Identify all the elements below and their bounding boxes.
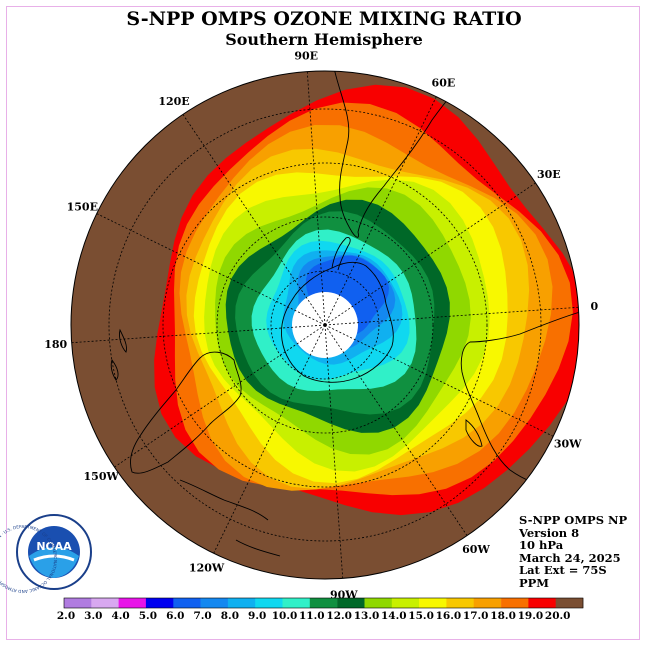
colorbar-swatch (419, 598, 447, 608)
product-version: Version 8 (519, 525, 580, 540)
colorbar-tick-label: 16.0 (436, 610, 462, 622)
colorbar-swatch (64, 598, 92, 608)
africa-coast (460, 311, 579, 489)
south-america-coast (333, 71, 471, 238)
observation-date: March 24, 2025 (519, 550, 621, 565)
colorbar-swatch (501, 598, 529, 608)
units-label: PPM (519, 575, 550, 590)
latitude-circle (162, 162, 488, 488)
noaa-logo-ring-text: NATIONAL OCEANIC AND ATMOSPHERIC ADMINIS… (0, 0, 58, 594)
colorbar-swatch (173, 598, 201, 608)
colorbar-tick-label: 4.0 (111, 610, 129, 622)
colorbar-swatch (255, 598, 283, 608)
colorbar-tick-label: 12.0 (326, 610, 352, 622)
colorbar-tick-label: 18.0 (490, 610, 516, 622)
longitude-label: 60W (462, 543, 490, 556)
colorbar-swatch (91, 598, 119, 608)
colorbar-swatch (200, 598, 229, 608)
longitude-label: 120E (158, 95, 189, 108)
colorbar-swatch (337, 598, 365, 608)
antarctic-peninsula-coast (331, 237, 351, 271)
colorbar-tick-label: 8.0 (221, 610, 239, 622)
colorbar-swatch (145, 598, 174, 608)
new-zealand-coast (110, 328, 127, 381)
colorbar-tick-label: 9.0 (248, 610, 266, 622)
map-title: S-NPP OMPS OZONE MIXING RATIO (126, 8, 522, 30)
colorbar-tick-label: 15.0 (408, 610, 434, 622)
colorbar-tick-label: 2.0 (57, 610, 75, 622)
colorbar-tick-label: 17.0 (463, 610, 489, 622)
colorbar-swatch (118, 598, 147, 608)
latitude-circle (270, 270, 380, 380)
plot-frame (6, 6, 640, 640)
colorbar-tick-label: 10.0 (272, 610, 298, 622)
colorbar-tick-label: 14.0 (381, 610, 407, 622)
colorbar-tick-label: 6.0 (166, 610, 184, 622)
madagascar-coast (465, 419, 483, 447)
longitude-label: 60E (432, 76, 456, 89)
latitude-circle (108, 108, 542, 542)
colorbar-swatch (555, 598, 584, 608)
longitude-label: 150W (84, 470, 120, 483)
latitude-extent: Lat Ext = 75S (519, 563, 607, 577)
longitude-label: 0 (590, 300, 598, 313)
map-boundary (70, 70, 580, 580)
colorbar-swatch (528, 598, 556, 608)
longitude-label: 30E (537, 168, 561, 181)
longitude-label: 90E (294, 50, 318, 63)
colorbar-swatch (282, 598, 311, 608)
colorbar-swatch (391, 598, 420, 608)
colorbar-outline (63, 597, 584, 609)
colorbar-tick-label: 20.0 (545, 610, 571, 622)
colorbar-tick-label: 3.0 (84, 610, 102, 622)
graticule (71, 71, 579, 579)
colorbar-swatch (227, 598, 256, 608)
colorbar-swatch (473, 598, 502, 608)
map-subtitle: Southern Hemisphere (225, 30, 423, 49)
longitude-label: 180 (44, 338, 67, 351)
australia-coast (129, 351, 242, 474)
colorbar-swatch (364, 598, 393, 608)
colorbar-swatch (446, 598, 474, 608)
southeast-asia-coast (179, 479, 281, 557)
colorbar-tick-label: 13.0 (354, 610, 380, 622)
colorbar-tick-label: 7.0 (193, 610, 211, 622)
colorbar-tick-label: 19.0 (518, 610, 544, 622)
longitude-label: 150E (67, 201, 98, 214)
colorbar-tick-label: 5.0 (139, 610, 157, 622)
pressure-level: 10 hPa (519, 538, 564, 552)
noaa-logo-text: NOAA (36, 540, 72, 553)
colorbar-tick-label: 11.0 (299, 610, 325, 622)
product-info: S-NPP OMPS NP Version 8 10 hPa March 24,… (519, 514, 627, 589)
ozone-field (71, 71, 579, 579)
longitude-label: 120W (189, 562, 225, 575)
product-name: S-NPP OMPS NP (519, 513, 628, 527)
colorbar-swatch (309, 598, 338, 608)
coastlines (110, 71, 579, 557)
longitude-label: 30W (554, 437, 582, 450)
latitude-circle (216, 216, 434, 434)
colorbar: 2.0 3.0 4.0 5.0 6.0 7.0 8.0 9.0 10.0 11.0 12.0 13.0… (57, 597, 584, 622)
